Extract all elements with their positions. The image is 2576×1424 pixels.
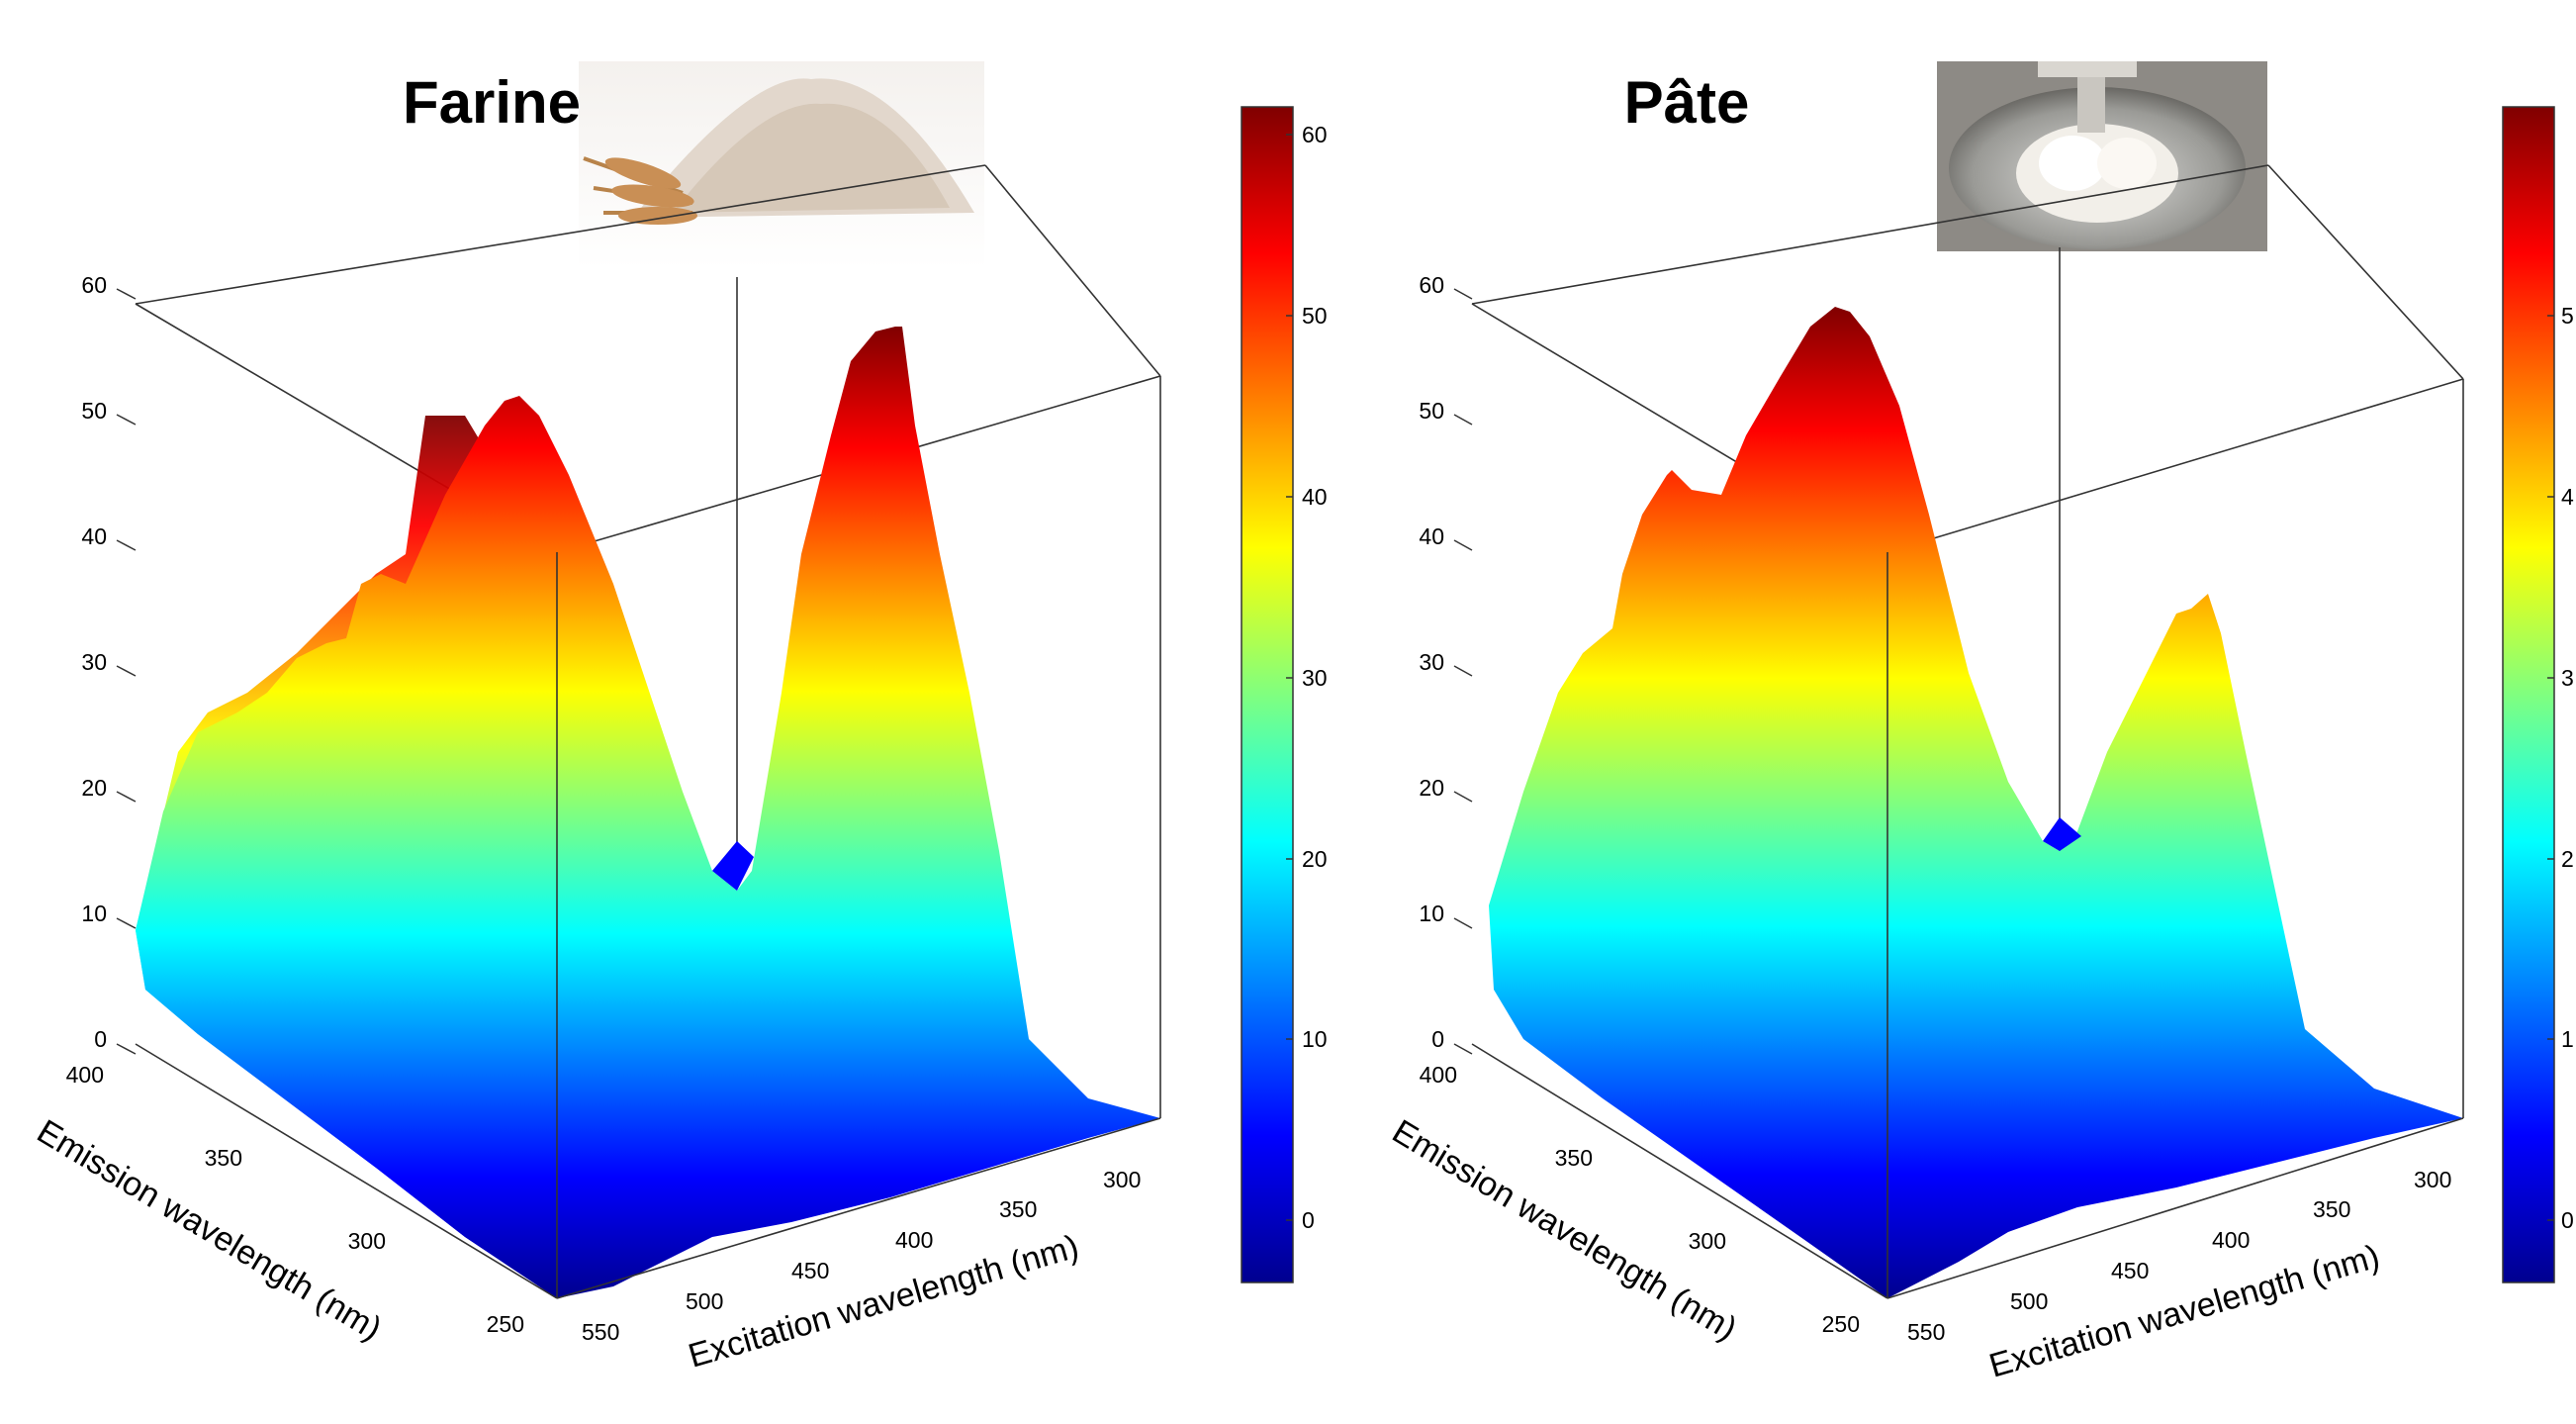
colorbar-tick: 2 bbox=[2561, 846, 2574, 872]
z-tick: 10 bbox=[81, 901, 107, 926]
excitation-tick: 400 bbox=[895, 1227, 933, 1253]
z-tick: 0 bbox=[1431, 1026, 1444, 1052]
z-axis: 0 10 20 30 40 50 60 bbox=[1419, 272, 1473, 1055]
excitation-tick: 350 bbox=[999, 1196, 1037, 1222]
excitation-tick: 450 bbox=[2111, 1258, 2149, 1283]
emission-tick: 250 bbox=[487, 1311, 524, 1337]
dough-mixer-photo bbox=[1937, 61, 2267, 251]
z-tick: 50 bbox=[1419, 398, 1444, 424]
excitation-tick: 550 bbox=[1907, 1319, 1945, 1345]
colorbar-tick: 10 bbox=[1302, 1026, 1328, 1052]
emission-tick: 350 bbox=[1555, 1145, 1593, 1171]
colorbar-tick: 1 bbox=[2561, 1026, 2574, 1052]
excitation-tick: 500 bbox=[686, 1288, 723, 1314]
surface-farine bbox=[136, 327, 1160, 1298]
colorbar-tick: 3 bbox=[2561, 665, 2574, 691]
colorbar-tick: 50 bbox=[1302, 303, 1328, 329]
excitation-axis-label: Excitation wavelength (nm) bbox=[685, 1228, 1083, 1376]
emission-tick: 300 bbox=[1689, 1228, 1726, 1254]
z-tick: 20 bbox=[1419, 775, 1444, 801]
z-tick: 60 bbox=[1419, 272, 1444, 298]
chart-title: Farine bbox=[403, 69, 581, 136]
emission-tick: 300 bbox=[348, 1228, 386, 1254]
z-tick: 30 bbox=[1419, 649, 1444, 675]
z-tick: 20 bbox=[81, 775, 107, 801]
colorbar-tick: 4 bbox=[2561, 484, 2574, 510]
colorbar-tick: 0 bbox=[1302, 1207, 1315, 1233]
excitation-tick: 550 bbox=[582, 1319, 619, 1345]
emission-tick: 250 bbox=[1822, 1311, 1860, 1337]
emission-tick: 350 bbox=[205, 1145, 242, 1171]
colorbar-tick: 0 bbox=[2561, 1207, 2574, 1233]
chart-title: Pâte bbox=[1624, 69, 1750, 136]
colorbar-tick: 30 bbox=[1302, 665, 1328, 691]
z-tick: 30 bbox=[81, 649, 107, 675]
z-tick: 40 bbox=[1419, 523, 1444, 549]
z-tick: 40 bbox=[81, 523, 107, 549]
z-tick: 0 bbox=[94, 1026, 107, 1052]
excitation-tick: 350 bbox=[2313, 1196, 2350, 1222]
colorbar: 0 10 20 30 40 50 60 bbox=[1241, 106, 1328, 1283]
colorbar-tick: 60 bbox=[1302, 122, 1328, 147]
colorbar-tick: 40 bbox=[1302, 484, 1328, 510]
colorbar: 0 1 2 3 4 5 bbox=[2502, 106, 2574, 1283]
excitation-tick: 400 bbox=[2212, 1227, 2250, 1253]
z-tick: 50 bbox=[81, 398, 107, 424]
emission-tick: 400 bbox=[1420, 1062, 1457, 1088]
excitation-tick: 500 bbox=[2010, 1288, 2048, 1314]
z-axis: 0 10 20 30 40 50 60 bbox=[81, 272, 137, 1055]
excitation-tick: 450 bbox=[791, 1258, 829, 1283]
panel-farine: Farine bbox=[31, 61, 1328, 1376]
emission-tick: 400 bbox=[66, 1062, 104, 1088]
z-tick: 10 bbox=[1419, 901, 1444, 926]
wheat-flour-photo bbox=[579, 61, 984, 269]
surface-pate bbox=[1489, 307, 2463, 1298]
excitation-tick: 300 bbox=[2414, 1167, 2451, 1192]
excitation-tick: 300 bbox=[1103, 1167, 1141, 1192]
colorbar-tick: 5 bbox=[2561, 303, 2574, 329]
panel-pate: Pâte bbox=[1386, 61, 2574, 1385]
colorbar-tick: 20 bbox=[1302, 846, 1328, 872]
z-tick: 60 bbox=[81, 272, 107, 298]
